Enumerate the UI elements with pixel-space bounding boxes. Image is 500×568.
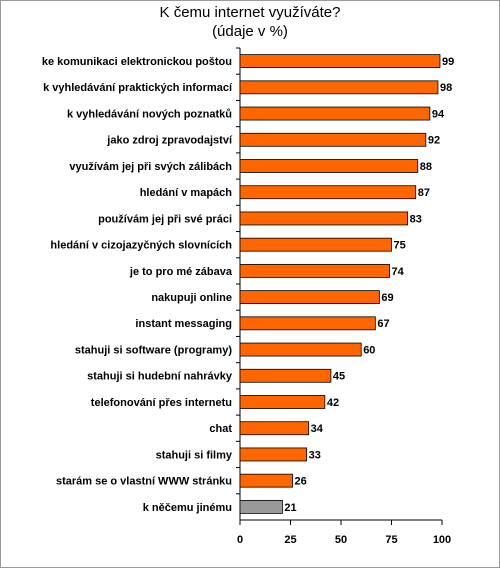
bar (239, 106, 431, 121)
data-label: 98 (440, 82, 452, 94)
y-tick-label: starám se o vlastní WWW stránku (56, 476, 232, 488)
bar (239, 342, 362, 357)
y-tick-label: telefonování přes internetu (91, 397, 232, 409)
data-label: 83 (410, 213, 422, 225)
data-label: 26 (295, 476, 307, 488)
data-label: 60 (363, 344, 375, 356)
bar (239, 421, 310, 436)
data-label: 88 (420, 161, 432, 173)
data-label: 92 (428, 135, 440, 147)
y-tick-label: využívám jej při svých zálibách (69, 161, 232, 173)
x-tick-label: 50 (335, 534, 347, 546)
data-label: 74 (391, 266, 404, 278)
bar (239, 237, 392, 252)
x-tick-label: 0 (237, 534, 243, 546)
bar (239, 185, 417, 200)
data-label: 99 (442, 56, 454, 68)
bar (239, 316, 376, 331)
x-tick-label: 75 (385, 534, 397, 546)
x-tick-label: 100 (433, 534, 451, 546)
bar (239, 263, 390, 278)
y-tick-label: instant messaging (135, 318, 232, 330)
y-tick-label: k něčemu jinému (143, 502, 232, 514)
bar (239, 290, 380, 305)
x-tick-label: 25 (284, 534, 296, 546)
data-label: 21 (284, 502, 296, 514)
data-label: 94 (432, 108, 445, 120)
data-label: 67 (377, 318, 389, 330)
bar (239, 368, 332, 383)
bar (239, 54, 441, 69)
y-tick-label: stahuji si filmy (156, 449, 233, 461)
bar (239, 473, 293, 488)
y-tick-label: hledání v cizojazyčných slovnících (50, 240, 232, 252)
y-tick-label: k vyhledávání nových poznatků (67, 108, 232, 120)
data-label: 42 (327, 397, 339, 409)
data-label: 69 (381, 292, 393, 304)
y-tick-label: je to pro mé zábava (129, 266, 233, 278)
bar (239, 499, 283, 514)
chart-subtitle: (údaje v %) (212, 23, 288, 40)
data-label: 34 (311, 423, 324, 435)
y-tick-label: stahuji si hudební nahrávky (87, 371, 233, 383)
bar (239, 395, 326, 409)
y-tick-label: ke komunikaci elektronickou poštou (42, 56, 232, 68)
chart-title: K čemu internet využíváte? (160, 4, 341, 21)
bar (239, 211, 409, 226)
bar (239, 159, 419, 173)
y-tick-label: nakupuji online (151, 292, 232, 304)
y-tick-label: chat (209, 423, 232, 435)
data-label: 87 (418, 187, 430, 199)
bar (239, 447, 308, 462)
y-tick-label: jako zdroj zpravodajství (106, 135, 233, 147)
bar (239, 132, 427, 147)
y-tick-label: hledání v mapách (140, 187, 233, 199)
data-label: 33 (309, 449, 321, 461)
data-label: 75 (394, 240, 406, 252)
y-tick-label: používám jej při své práci (98, 213, 232, 225)
bar (239, 80, 439, 95)
data-label: 45 (333, 371, 345, 383)
y-tick-label: k vyhledávání praktických informací (43, 82, 233, 94)
y-tick-label: stahuji si software (programy) (75, 344, 232, 356)
